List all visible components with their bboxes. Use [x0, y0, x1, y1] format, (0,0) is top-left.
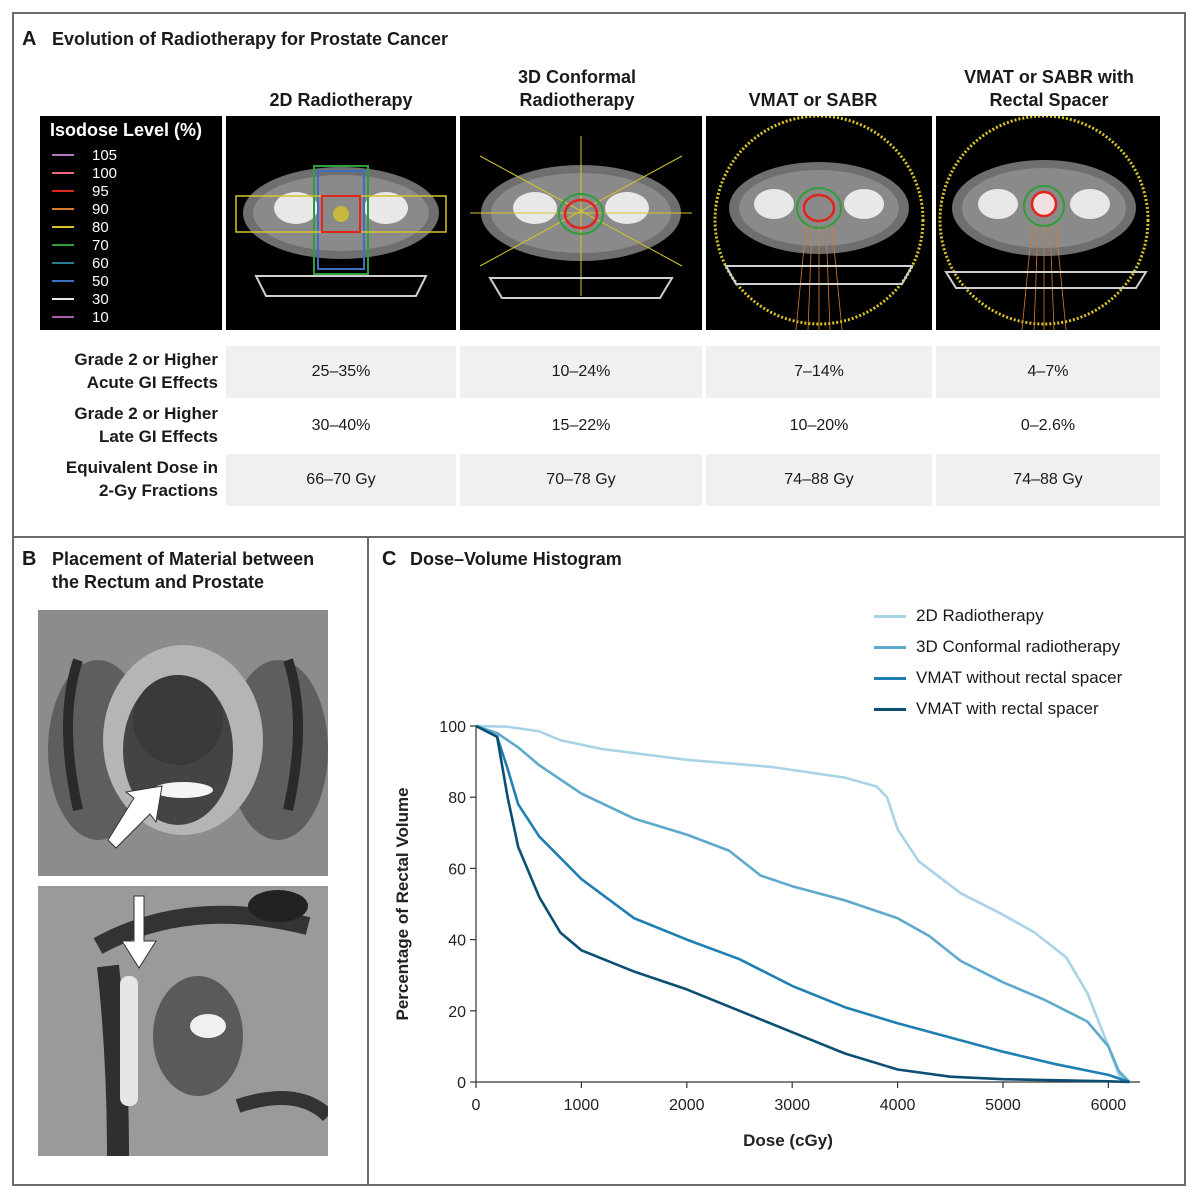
isodose-swatch: [52, 208, 74, 210]
isodose-swatch: [52, 244, 74, 246]
panel-divider-vertical: [367, 536, 369, 1186]
column-header-vmat-spacer: VMAT or SABR with Rectal Spacer: [964, 67, 1134, 110]
cell-late-2d: 30–40%: [311, 417, 371, 434]
isodose-value: 50: [92, 272, 109, 290]
isodose-level-100: 100: [52, 164, 117, 182]
isodose-swatch: [52, 262, 74, 264]
cell-acute-3d: 10–24%: [460, 346, 702, 398]
isodose-value: 80: [92, 218, 109, 236]
ct-scan-2d-image: [235, 165, 447, 297]
legend-entry: VMAT with rectal spacer: [874, 697, 1174, 721]
legend-entry: VMAT without rectal spacer: [874, 666, 1174, 690]
isodose-value: 70: [92, 236, 109, 254]
legend-label: 2D Radiotherapy: [916, 606, 1044, 625]
figure-frame: [12, 12, 1186, 1186]
isodose-swatch: [52, 226, 74, 228]
panel-a-title: Evolution of Radiotherapy for Prostate C…: [52, 29, 449, 49]
ct-scan-3d-image: [470, 136, 692, 299]
isodose-swatch: [52, 190, 74, 192]
cell-late-vmat: 10–20%: [789, 417, 849, 434]
mri-axial-image: [38, 610, 328, 876]
ct-scan-vmat: [706, 116, 932, 330]
isodose-legend-title: Isodose Level (%): [50, 120, 203, 140]
legend-line: [874, 707, 906, 711]
isodose-value: 60: [92, 254, 109, 272]
panel-c-title: Dose–Volume Histogram: [410, 549, 622, 569]
cell-acute-vmat: 7–14%: [706, 346, 932, 398]
legend-line: [874, 676, 906, 680]
isodose-swatch: [52, 316, 74, 318]
row-label-late-gi: Grade 2 or Higher Late GI Effects: [74, 404, 218, 446]
isodose-level-95: 95: [52, 182, 109, 200]
cell-dose-vmat: 74–88 Gy: [706, 454, 932, 506]
isodose-level-80: 80: [52, 218, 109, 236]
cell-dose-vmat-spacer: 74–88 Gy: [936, 454, 1160, 506]
panel-a-letter: A: [22, 28, 37, 50]
mri-sagittal-image: [38, 886, 328, 1156]
cell-acute-vmat-spacer: 4–7%: [936, 346, 1160, 398]
isodose-value: 95: [92, 182, 109, 200]
panel-divider-horizontal: [12, 536, 1186, 538]
cell-late-vmat-spacer: 0–2.6%: [1020, 417, 1076, 434]
isodose-value: 10: [92, 308, 109, 326]
cell-acute-2d: 25–35%: [226, 346, 456, 398]
legend-label: VMAT without rectal spacer: [916, 668, 1123, 687]
legend-label: 3D Conformal radiotherapy: [916, 637, 1121, 656]
isodose-value: 100: [92, 164, 118, 182]
isodose-level-10: 10: [52, 308, 109, 326]
cell-dose-2d: 66–70 Gy: [226, 454, 456, 506]
legend-entry: 3D Conformal radiotherapy: [874, 635, 1174, 659]
isodose-legend: Isodose Level (%) 105 100 95 90 80 70 60 50 30 10: [40, 116, 222, 330]
row-label-acute-gi: Grade 2 or Higher Acute GI Effects: [74, 350, 218, 392]
isodose-level-60: 60: [52, 254, 109, 272]
isodose-swatch: [52, 154, 74, 156]
isodose-value: 90: [92, 200, 109, 218]
arrow-icon: [107, 785, 163, 849]
panel-c-letter: C: [382, 548, 397, 570]
cell-late-3d: 15–22%: [551, 417, 611, 434]
isodose-level-50: 50: [52, 272, 109, 290]
ct-scan-vmat-spacer: [936, 116, 1160, 330]
row-label-equivalent-dose: Equivalent Dose in 2-Gy Fractions: [65, 458, 218, 500]
isodose-swatch: [52, 280, 74, 282]
isodose-value: 105: [92, 146, 118, 164]
legend-label: VMAT with rectal spacer: [916, 699, 1099, 718]
column-header-3d: 3D Conformal Radiotherapy: [517, 67, 636, 110]
isodose-level-105: 105: [52, 146, 117, 164]
ct-scan-vmat-image: [713, 116, 925, 330]
panel-b-letter: B: [22, 548, 37, 570]
isodose-swatch: [52, 298, 74, 300]
ct-scan-3d: [460, 116, 702, 330]
legend-line: [874, 614, 906, 618]
panel-b-title: Placement of Material between the Rectum …: [52, 549, 315, 592]
ct-scan-2d: [226, 116, 456, 330]
isodose-level-90: 90: [52, 200, 109, 218]
isodose-swatch: [52, 172, 74, 174]
column-header-vmat: VMAT or SABR: [748, 90, 878, 110]
ct-scan-vmat-spacer-image: [938, 116, 1150, 330]
column-header-2d: 2D Radiotherapy: [269, 90, 413, 110]
isodose-level-30: 30: [52, 290, 109, 308]
isodose-value: 30: [92, 290, 109, 308]
legend-line: [874, 645, 906, 649]
cell-dose-3d: 70–78 Gy: [460, 454, 702, 506]
arrow-icon: [121, 895, 157, 969]
legend-entry: 2D Radiotherapy: [874, 604, 1174, 628]
isodose-level-70: 70: [52, 236, 109, 254]
